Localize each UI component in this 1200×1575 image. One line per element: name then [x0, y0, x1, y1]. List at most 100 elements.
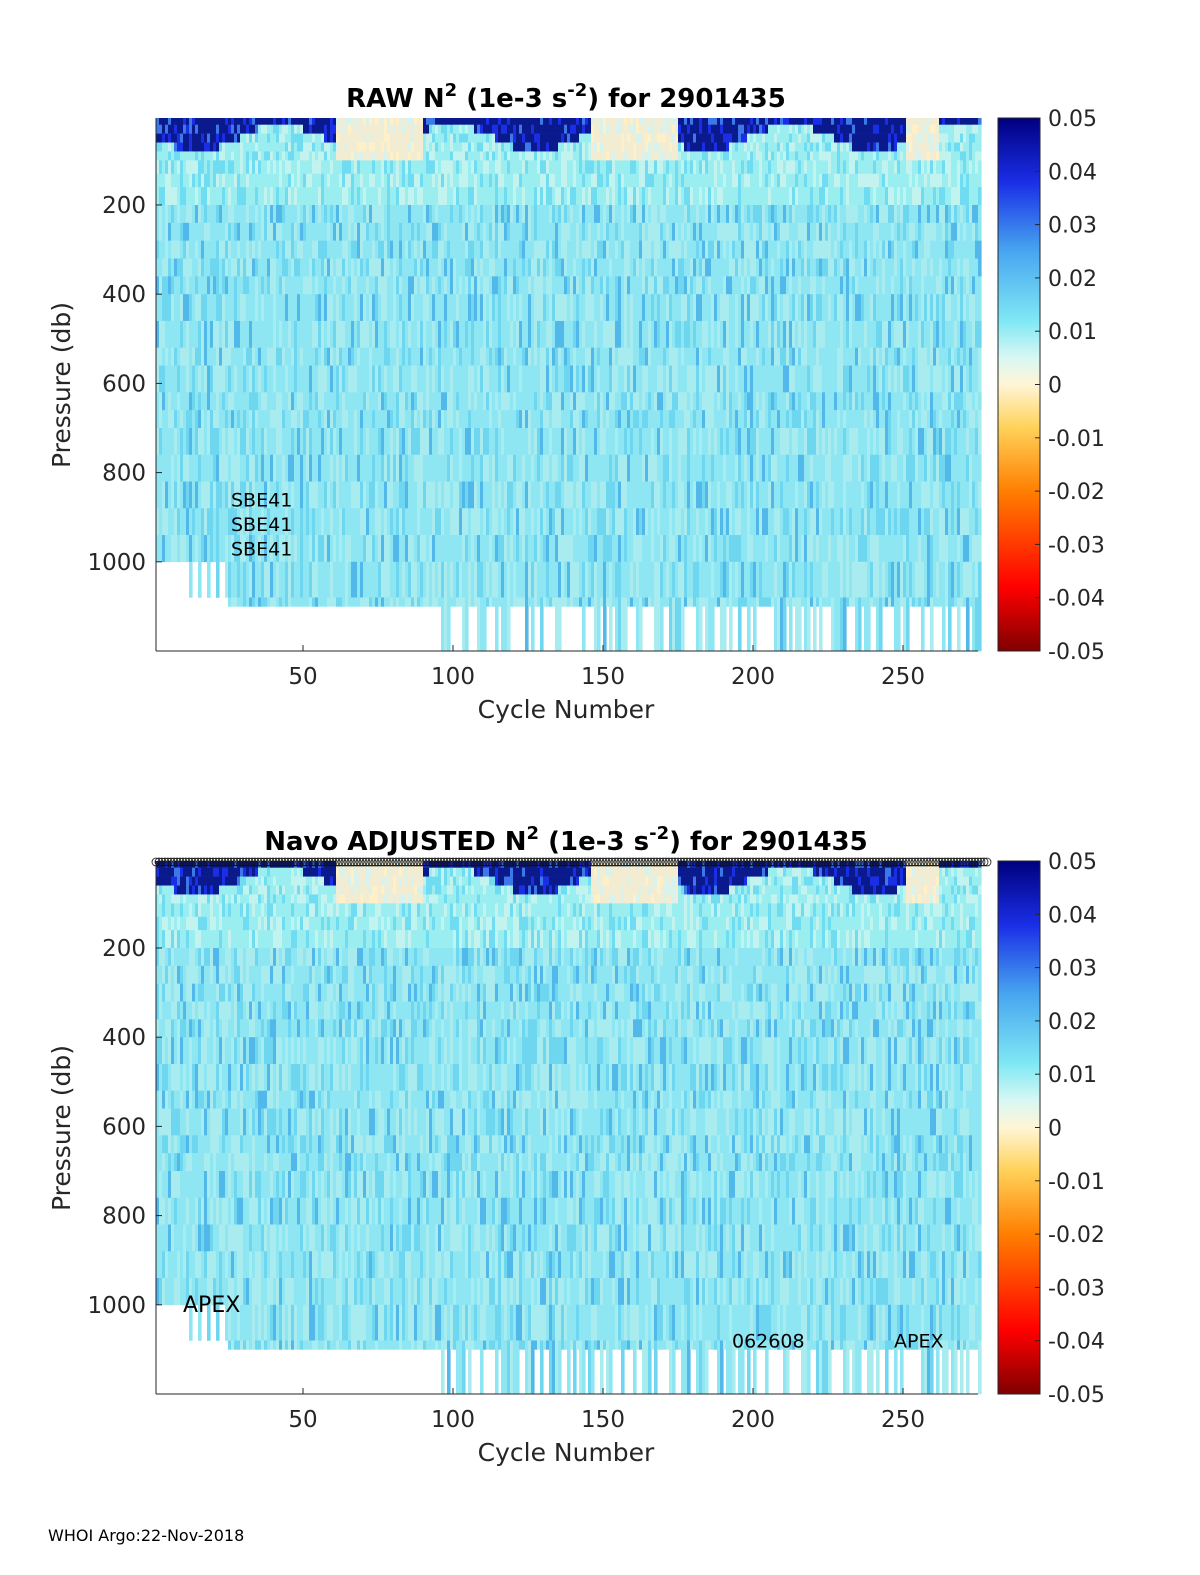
- heatmap-cell: [222, 142, 226, 152]
- heatmap-cell: [162, 320, 166, 348]
- heatmap-cell: [288, 320, 292, 348]
- heatmap-cell: [339, 508, 343, 536]
- heatmap-cell: [636, 392, 640, 411]
- heatmap-cell: [294, 454, 298, 482]
- heatmap-cell: [510, 454, 514, 482]
- heatmap-cell: [318, 124, 322, 134]
- heatmap-cell: [513, 142, 517, 152]
- heatmap-cell: [387, 454, 391, 482]
- heatmap-cell: [216, 187, 220, 206]
- heatmap-cell: [306, 222, 310, 241]
- heatmap-cell: [561, 204, 565, 224]
- heatmap-cell: [162, 294, 166, 322]
- heatmap-cell: [693, 187, 697, 206]
- heatmap-cell: [255, 187, 259, 206]
- heatmap-cell: [675, 142, 679, 152]
- heatmap-cell: [678, 320, 682, 348]
- heatmap-cell: [180, 240, 184, 259]
- heatmap-cell: [342, 347, 346, 366]
- heatmap-cell: [510, 222, 514, 241]
- heatmap-cell: [435, 173, 439, 188]
- heatmap-cell: [693, 258, 697, 277]
- heatmap-cell: [561, 133, 565, 143]
- heatmap-cell: [477, 151, 481, 161]
- heatmap-cell: [579, 151, 583, 161]
- heatmap-cell: [666, 561, 670, 598]
- heatmap-cell: [369, 454, 373, 482]
- heatmap-cell: [636, 118, 640, 125]
- heatmap-cell: [345, 160, 349, 175]
- heatmap-cell: [234, 222, 238, 241]
- heatmap-cell: [489, 535, 493, 563]
- heatmap-cell: [306, 118, 310, 125]
- heatmap-cell: [201, 160, 205, 175]
- heatmap-cell: [507, 222, 511, 241]
- heatmap-cell: [174, 508, 178, 536]
- heatmap-cell: [669, 427, 673, 456]
- heatmap-cell: [288, 347, 292, 366]
- heatmap-cell: [684, 561, 688, 598]
- heatmap-cell: [372, 124, 376, 134]
- heatmap-cell: [639, 454, 643, 482]
- heatmap-cell: [459, 454, 463, 482]
- heatmap-cell: [198, 392, 202, 411]
- heatmap-cell: [375, 118, 379, 125]
- heatmap-cell: [660, 204, 664, 224]
- heatmap-cell: [531, 222, 535, 241]
- heatmap-cell: [204, 481, 208, 509]
- heatmap-cell: [159, 508, 163, 536]
- heatmap-cell: [444, 392, 448, 411]
- heatmap-cell: [573, 187, 577, 206]
- heatmap-cell: [246, 347, 250, 366]
- heatmap-cell: [252, 294, 256, 322]
- heatmap-cell: [621, 118, 625, 125]
- heatmap-cell: [345, 173, 349, 188]
- heatmap-cell: [300, 240, 304, 259]
- heatmap-cell: [423, 258, 427, 277]
- heatmap-cell: [210, 276, 214, 295]
- heatmap-cell: [369, 133, 373, 143]
- heatmap-cell: [594, 258, 598, 277]
- heatmap-cell: [462, 258, 466, 277]
- heatmap-cell: [435, 392, 439, 411]
- heatmap-cell: [339, 535, 343, 563]
- heatmap-cell: [651, 160, 655, 175]
- heatmap-cell: [258, 294, 262, 322]
- heatmap-cell: [192, 294, 196, 322]
- heatmap-cell: [384, 410, 388, 429]
- heatmap-cell: [162, 508, 166, 536]
- heatmap-cell: [714, 151, 718, 161]
- heatmap-cell: [441, 427, 445, 456]
- heatmap-cell: [621, 410, 625, 429]
- heatmap-cell: [519, 347, 523, 366]
- heatmap-cell: [720, 160, 724, 175]
- heatmap-cell: [450, 427, 454, 456]
- heatmap-cell: [261, 204, 265, 224]
- heatmap-cell: [696, 258, 700, 277]
- heatmap-cell: [216, 222, 220, 241]
- heatmap-cell: [426, 454, 430, 482]
- heatmap-cell: [465, 118, 469, 125]
- heatmap-cell: [444, 320, 448, 348]
- heatmap-cell: [165, 347, 169, 366]
- heatmap-cell: [552, 142, 556, 152]
- heatmap-cell: [615, 173, 619, 188]
- heatmap-cell: [240, 160, 244, 175]
- heatmap-cell: [456, 173, 460, 188]
- heatmap-cell: [489, 508, 493, 536]
- heatmap-cell: [420, 535, 424, 563]
- heatmap-cell: [693, 204, 697, 224]
- heatmap-cell: [705, 240, 709, 259]
- heatmap-cell: [714, 276, 718, 295]
- heatmap-cell: [729, 222, 733, 241]
- heatmap-cell: [624, 187, 628, 206]
- heatmap-cell: [570, 118, 574, 125]
- heatmap-cell: [480, 222, 484, 241]
- heatmap-cell: [210, 222, 214, 241]
- heatmap-cell: [609, 508, 613, 536]
- heatmap-cell: [327, 258, 331, 277]
- heatmap-cell: [630, 276, 634, 295]
- heatmap-cell: [576, 222, 580, 241]
- heatmap-cell: [624, 508, 628, 536]
- heatmap-cell: [264, 160, 268, 175]
